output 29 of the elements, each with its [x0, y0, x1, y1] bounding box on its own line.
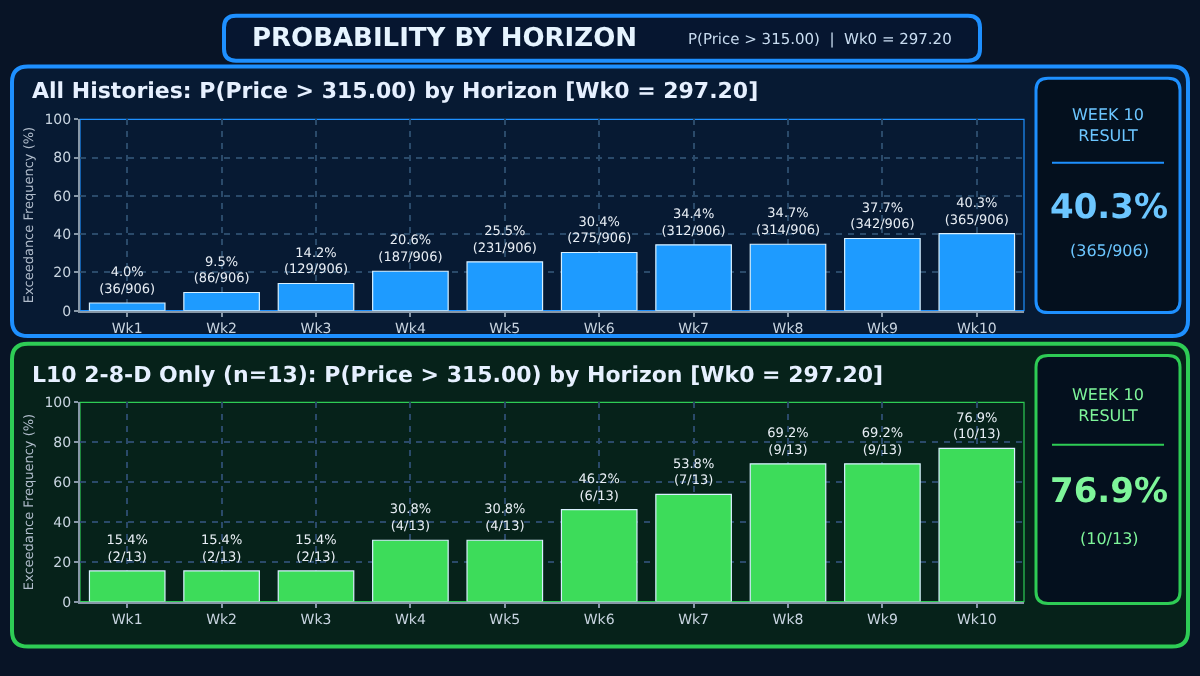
- bar: [183, 291, 260, 311]
- bar: [560, 251, 638, 311]
- text: 40.3%: [1050, 188, 1168, 228]
- chart-title: L10 2-8-D Only (n=13): P(Price > 315.00) by Horizon [Wk0 = 297.20]: [32, 362, 884, 388]
- text: (365/906): [1070, 242, 1149, 260]
- text: PROBABILITY BY HORIZON: [252, 24, 638, 54]
- bar: [88, 302, 166, 311]
- text: WEEK 10 RESULT: [1072, 106, 1144, 145]
- bar: [277, 570, 355, 602]
- bar: [466, 261, 544, 311]
- bar: [560, 509, 638, 602]
- bar: [938, 232, 1016, 311]
- bar: [88, 570, 166, 602]
- bar: [938, 447, 1016, 602]
- bar: [844, 463, 921, 602]
- text: (10/13): [1080, 530, 1139, 548]
- bar: [844, 237, 921, 311]
- bar: [466, 539, 544, 602]
- text: WEEK 10 RESULT: [1072, 386, 1144, 425]
- chart-title: All Histories: P(Price > 315.00) by Horizon [Wk0 = 297.20]: [32, 78, 759, 104]
- bar: [655, 493, 732, 602]
- bar: [372, 539, 449, 602]
- bar: [749, 463, 827, 602]
- bar: [655, 244, 732, 311]
- text: 76.9%: [1050, 472, 1168, 512]
- bar: [749, 243, 827, 311]
- bar: [372, 270, 449, 311]
- bar: [183, 570, 260, 602]
- bar: [277, 282, 355, 311]
